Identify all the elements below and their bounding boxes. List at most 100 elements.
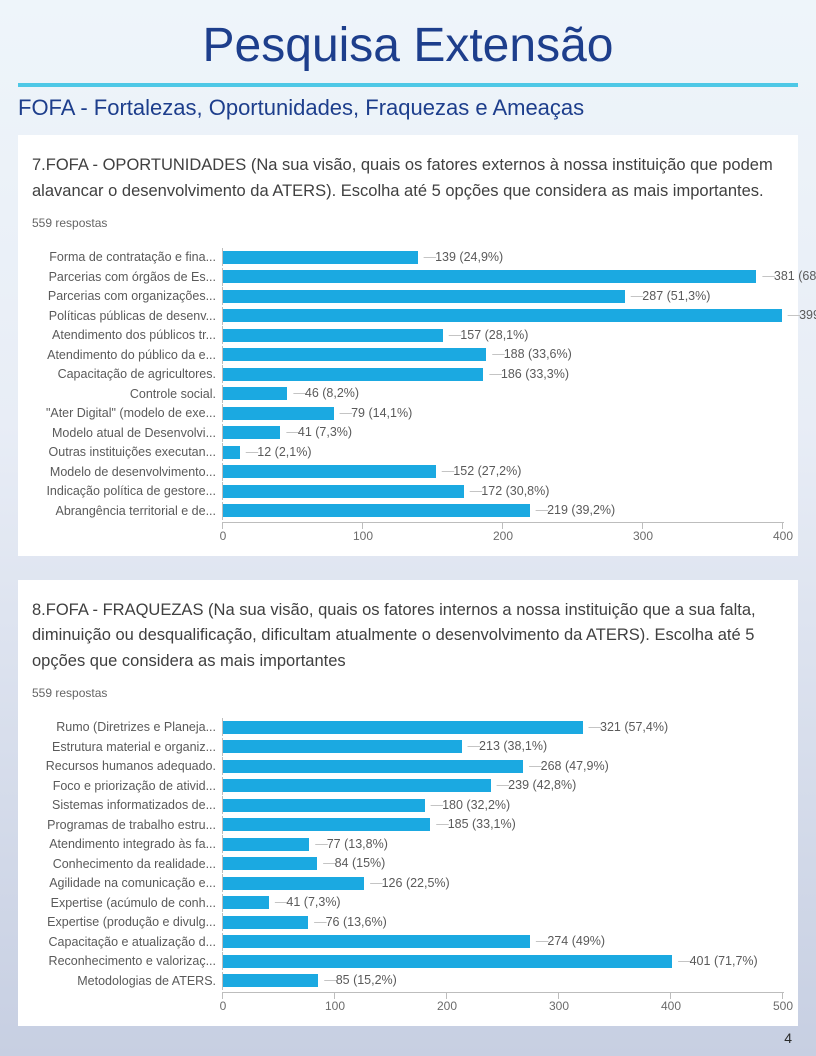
bar-chart-oportunidades: Forma de contratação e fina...139 (24,9%… <box>32 248 784 546</box>
y-axis-label: Estrutura material e organiz... <box>32 740 222 754</box>
bar-value-label: 239 (42,8%) <box>497 778 577 792</box>
bar-track: 274 (49%) <box>222 933 784 951</box>
y-axis-label: Modelo atual de Desenvolvi... <box>32 426 222 440</box>
y-axis-label: Políticas públicas de desenv... <box>32 309 222 323</box>
y-axis-label: Reconhecimento e valorizaç... <box>32 954 222 968</box>
x-tick: 0 <box>222 993 223 999</box>
y-axis-label: Agilidade na comunicação e... <box>32 876 222 890</box>
x-tick: 400 <box>670 993 671 999</box>
y-axis-label: Abrangência territorial e de... <box>32 504 222 518</box>
bar: 381 (68,2%) <box>223 270 756 283</box>
chart-row: Recursos humanos adequado.268 (47,9%) <box>32 757 784 775</box>
chart-row: "Ater Digital" (modelo de exe...79 (14,1… <box>32 404 784 422</box>
y-axis-label: Parcerias com organizações... <box>32 289 222 303</box>
bar: 41 (7,3%) <box>223 896 269 909</box>
chart-row: Programas de trabalho estru...185 (33,1%… <box>32 816 784 834</box>
bar-value-label: 399 (71,4%) <box>788 308 816 322</box>
page-number: 4 <box>784 1030 792 1046</box>
y-axis-label: Indicação política de gestore... <box>32 484 222 498</box>
chart-row: Modelo atual de Desenvolvi...41 (7,3%) <box>32 424 784 442</box>
bar-track: 79 (14,1%) <box>222 404 784 422</box>
y-axis-label: Controle social. <box>32 387 222 401</box>
y-axis-label: Atendimento integrado às fa... <box>32 837 222 851</box>
bar-track: 321 (57,4%) <box>222 718 784 736</box>
bar: 399 (71,4%) <box>223 309 782 322</box>
bar: 152 (27,2%) <box>223 465 436 478</box>
bar-track: 41 (7,3%) <box>222 894 784 912</box>
bar-track: 126 (22,5%) <box>222 874 784 892</box>
bar-value-label: 12 (2,1%) <box>246 445 312 459</box>
bar: 77 (13,8%) <box>223 838 309 851</box>
chart-row: Parcerias com organizações...287 (51,3%) <box>32 287 784 305</box>
x-tick-label: 500 <box>773 999 793 1013</box>
bar-track: 239 (42,8%) <box>222 777 784 795</box>
y-axis-label: Atendimento dos públicos tr... <box>32 328 222 342</box>
bar-track: 186 (33,3%) <box>222 365 784 383</box>
bar-value-label: 84 (15%) <box>323 856 385 870</box>
bar-value-label: 172 (30,8%) <box>470 484 550 498</box>
chart-row: Expertise (acúmulo de conh...41 (7,3%) <box>32 894 784 912</box>
bar: 180 (32,2%) <box>223 799 425 812</box>
x-tick: 300 <box>558 993 559 999</box>
y-axis-label: Recursos humanos adequado. <box>32 759 222 773</box>
x-tick-label: 200 <box>437 999 457 1013</box>
bar: 46 (8,2%) <box>223 387 287 400</box>
chart-row: Abrangência territorial e de...219 (39,2… <box>32 502 784 520</box>
y-axis-label: Capacitação de agricultores. <box>32 367 222 381</box>
bar-value-label: 46 (8,2%) <box>293 386 359 400</box>
bar: 84 (15%) <box>223 857 317 870</box>
chart-row: Forma de contratação e fina...139 (24,9%… <box>32 248 784 266</box>
y-axis-label: Capacitação e atualização d... <box>32 935 222 949</box>
bar: 76 (13,6%) <box>223 916 308 929</box>
x-tick-label: 400 <box>773 529 793 543</box>
card-fraquezas: 8.FOFA - FRAQUEZAS (Na sua visão, quais … <box>18 580 798 1026</box>
bar-track: 157 (28,1%) <box>222 326 784 344</box>
bar: 157 (28,1%) <box>223 329 443 342</box>
card-oportunidades: 7.FOFA - OPORTUNIDADES (Na sua visão, qu… <box>18 135 798 556</box>
x-ticks: 0100200300400 <box>222 522 784 546</box>
x-tick: 100 <box>362 523 363 529</box>
bar: 401 (71,7%) <box>223 955 672 968</box>
bar-value-label: 41 (7,3%) <box>275 895 341 909</box>
bar-track: 381 (68,2%) <box>222 268 784 286</box>
bar-value-label: 188 (33,6%) <box>492 347 572 361</box>
bar: 219 (39,2%) <box>223 504 530 517</box>
bar-value-label: 401 (71,7%) <box>678 954 758 968</box>
bar-value-label: 213 (38,1%) <box>468 739 548 753</box>
x-tick-label: 300 <box>549 999 569 1013</box>
chart-row: Estrutura material e organiz... 213 (38,1… <box>32 738 784 756</box>
bar-track: 213 (38,1%) <box>222 738 784 756</box>
question-title-7: 7.FOFA - OPORTUNIDADES (Na sua visão, qu… <box>32 153 784 204</box>
bar: 268 (47,9%) <box>223 760 523 773</box>
y-axis-label: Outras instituições executan... <box>32 445 222 459</box>
bar: 41 (7,3%) <box>223 426 280 439</box>
bar-track: 46 (8,2%) <box>222 385 784 403</box>
y-axis-label: Atendimento do público da e... <box>32 348 222 362</box>
bar: 321 (57,4%) <box>223 721 583 734</box>
y-axis-label: Modelo de desenvolvimento... <box>32 465 222 479</box>
y-axis-label: Sistemas informatizados de... <box>32 798 222 812</box>
y-axis-label: Conhecimento da realidade... <box>32 857 222 871</box>
bar-value-label: 268 (47,9%) <box>529 759 609 773</box>
y-axis-label: Foco e priorização de ativid... <box>32 779 222 793</box>
bar: 12 (2,1%) <box>223 446 240 459</box>
bar-value-label: 76 (13,6%) <box>314 915 387 929</box>
x-ticks: 0100200300400500 <box>222 992 784 1016</box>
y-axis-label: Expertise (produção e divulg... <box>32 915 222 929</box>
bar-value-label: 185 (33,1%) <box>436 817 516 831</box>
bar: 188 (33,6%) <box>223 348 486 361</box>
chart-row: Rumo (Diretrizes e Planeja...321 (57,4%) <box>32 718 784 736</box>
x-tick-label: 0 <box>220 529 227 543</box>
chart-row: Políticas públicas de desenv...399 (71,4… <box>32 307 784 325</box>
question-title-8: 8.FOFA - FRAQUEZAS (Na sua visão, quais … <box>32 598 784 675</box>
bar-track: 85 (15,2%) <box>222 972 784 990</box>
x-tick-label: 200 <box>493 529 513 543</box>
section-title: FOFA - Fortalezas, Oportunidades, Fraque… <box>18 95 798 121</box>
bar-value-label: 180 (32,2%) <box>431 798 511 812</box>
page-title: Pesquisa Extensão <box>0 0 816 83</box>
x-tick: 200 <box>502 523 503 529</box>
bar: 172 (30,8%) <box>223 485 464 498</box>
bar-value-label: 274 (49%) <box>536 934 605 948</box>
bar-value-label: 139 (24,9%) <box>424 250 504 264</box>
bar-value-label: 381 (68,2%) <box>762 269 816 283</box>
